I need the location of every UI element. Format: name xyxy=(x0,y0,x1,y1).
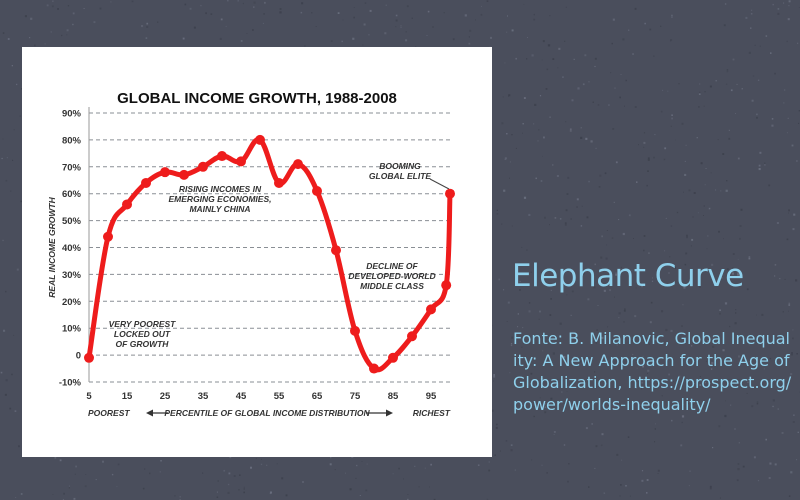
x-tick-label: 75 xyxy=(350,391,361,402)
data-point xyxy=(236,156,246,167)
data-point xyxy=(331,245,341,256)
annotation-text: OF GROWTH xyxy=(116,339,170,349)
chart-title: GLOBAL INCOME GROWTH, 1988-2008 xyxy=(117,90,397,107)
y-tick-label: 50% xyxy=(62,216,82,227)
annotation-text: EMERGING ECONOMIES, xyxy=(169,194,272,204)
data-point xyxy=(255,134,265,145)
annotation-text: MIDDLE CLASS xyxy=(360,281,424,291)
annotation-text: GLOBAL ELITE xyxy=(369,171,432,181)
annotation-text: BOOMING xyxy=(379,161,421,171)
x-tick-label: 95 xyxy=(426,391,437,402)
data-point xyxy=(369,363,379,374)
chart-card: GLOBAL INCOME GROWTH, 1988-2008 90% 80% 70%… xyxy=(22,47,492,457)
right-arrow-head xyxy=(386,409,393,417)
data-point xyxy=(198,161,208,172)
data-point xyxy=(407,331,417,342)
annotation-text: DEVELOPED-WORLD xyxy=(348,271,435,281)
y-tick-label: 40% xyxy=(62,243,82,254)
x-tick-label: 35 xyxy=(198,391,209,402)
x-tick-label: 5 xyxy=(86,391,92,402)
data-point xyxy=(426,304,436,315)
data-point xyxy=(388,352,398,363)
annotation-pointer xyxy=(429,178,450,190)
slide-title: Elephant Curve xyxy=(512,258,744,294)
y-tick-label: 20% xyxy=(62,297,82,308)
data-point xyxy=(84,352,94,363)
data-point xyxy=(160,167,170,178)
y-axis-label: REAL INCOME GROWTH xyxy=(47,196,57,297)
data-point xyxy=(103,231,113,242)
x-tick-label: 55 xyxy=(274,391,285,402)
annotation-text: DECLINE OF xyxy=(366,261,418,271)
annotation-text: VERY POOREST xyxy=(109,319,177,329)
annotation-text: MAINLY CHINA xyxy=(189,204,250,214)
x-tick-label: 45 xyxy=(236,391,247,402)
data-point xyxy=(122,199,132,210)
x-tick-label: 25 xyxy=(160,391,171,402)
annotation-text: RISING INCOMES IN xyxy=(179,184,262,194)
y-tick-label: 30% xyxy=(62,270,82,281)
data-point xyxy=(350,325,360,336)
data-point xyxy=(445,188,455,199)
y-tick-label: 90% xyxy=(62,109,82,120)
y-tick-label: -10% xyxy=(59,378,82,389)
y-tick-label: 70% xyxy=(62,162,82,173)
data-point xyxy=(293,159,303,170)
data-point xyxy=(141,177,151,188)
x-axis-label: PERCENTILE OF GLOBAL INCOME DISTRIBUTION xyxy=(164,408,370,418)
x-tick-label: 65 xyxy=(312,391,323,402)
source-citation: Fonte: B. Milanovic, Global Inequality: … xyxy=(513,329,792,414)
elephant-curve-chart: GLOBAL INCOME GROWTH, 1988-2008 90% 80% 70%… xyxy=(47,90,455,418)
x-tick-label: 85 xyxy=(388,391,399,402)
y-tick-label: 60% xyxy=(62,189,82,200)
annotation-text: LOCKED OUT xyxy=(114,329,171,339)
data-point xyxy=(179,169,189,180)
x-label-poorest: POOREST xyxy=(88,408,130,418)
data-point xyxy=(312,186,322,197)
x-tick-label: 15 xyxy=(122,391,133,402)
y-tick-label: 80% xyxy=(62,135,82,146)
data-point xyxy=(274,177,284,188)
data-point xyxy=(441,280,452,291)
x-label-richest: RICHEST xyxy=(413,408,451,418)
data-point xyxy=(217,151,227,162)
y-tick-label: 0 xyxy=(76,351,81,362)
y-tick-label: 10% xyxy=(62,324,82,335)
left-arrow-head xyxy=(146,409,153,417)
